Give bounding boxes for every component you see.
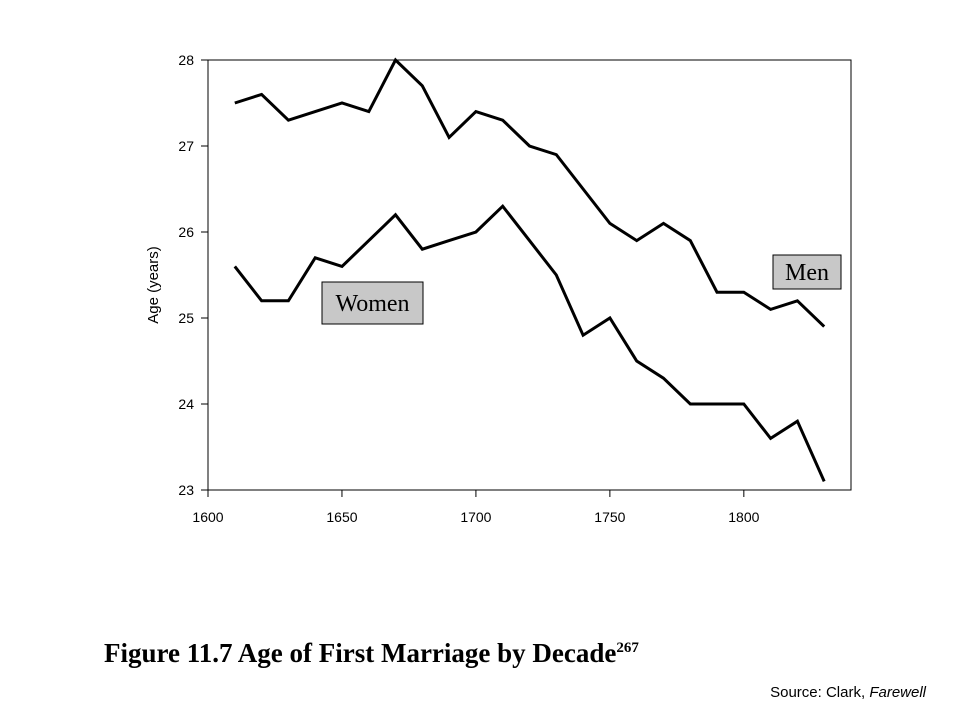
series-label-text: Women [335, 291, 409, 317]
x-tick-label: 1800 [728, 509, 759, 525]
x-tick-label: 1650 [326, 509, 357, 525]
x-tick-label: 1750 [594, 509, 625, 525]
series-label-box [772, 254, 842, 290]
y-tick-label: 24 [178, 396, 194, 412]
y-tick-label: 28 [178, 52, 194, 68]
series-label-men: Men [772, 254, 842, 290]
y-tick-label: 25 [178, 310, 194, 326]
series-label-women: Women [321, 281, 424, 325]
y-axis-ticks: 23 24 25 26 27 28 [178, 52, 208, 498]
source-credit: Source: Clark, Farewell [770, 684, 926, 701]
x-tick-label: 1600 [192, 509, 223, 525]
series-label-text: Men [785, 260, 829, 286]
y-tick-label: 27 [178, 138, 194, 154]
caption-superscript: 267 [616, 640, 639, 656]
y-tick-label: 26 [178, 224, 194, 240]
y-axis-title: Age (years) [145, 246, 162, 324]
series-line-men [234, 57, 826, 328]
series-line-women [233, 203, 826, 483]
y-tick-label: 23 [178, 482, 194, 498]
x-tick-label: 1700 [460, 509, 491, 525]
source-prefix: Source: Clark, [770, 684, 870, 701]
series-label-box [321, 281, 424, 325]
series-lines [233, 57, 826, 483]
source-title: Farewell [869, 684, 926, 701]
plot-frame [207, 59, 852, 491]
x-axis-ticks: 1600 1650 1700 1750 1800 [192, 490, 760, 525]
caption-text: Figure 11.7 Age of First Marriage by Dec… [104, 638, 617, 668]
figure-caption: Figure 11.7 Age of First Marriage by Dec… [104, 638, 639, 669]
